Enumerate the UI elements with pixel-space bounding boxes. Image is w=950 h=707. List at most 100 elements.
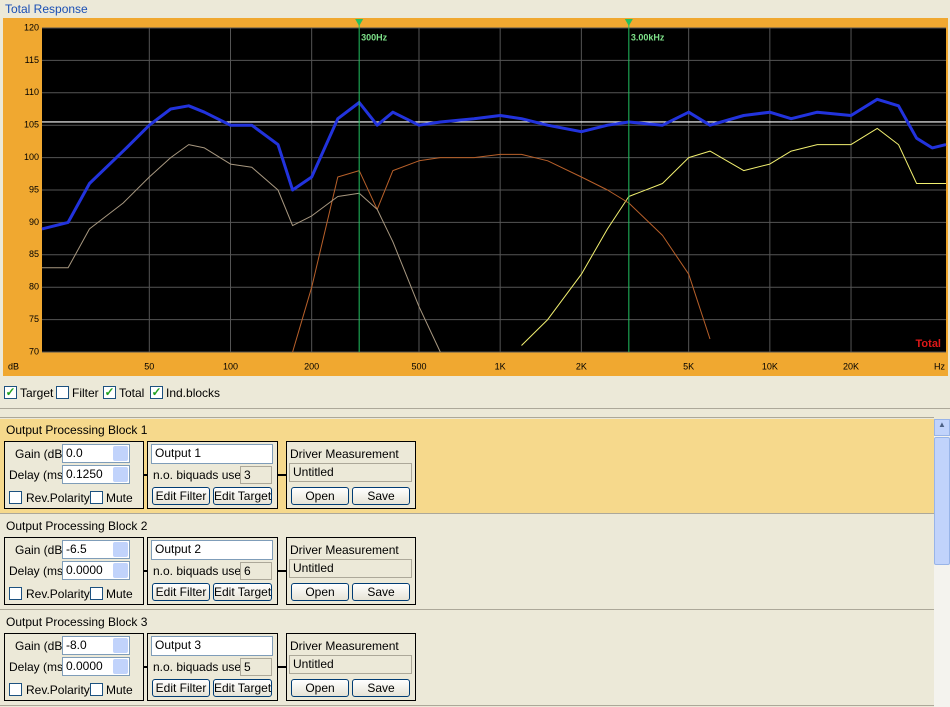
checkbox[interactable]: ✓ [4,385,17,399]
save-button[interactable]: Save [352,679,410,697]
x-tick-label: 1K [495,361,506,371]
checkbox-label: Filter [72,386,99,400]
checkbox[interactable] [9,683,22,696]
separator [0,417,934,418]
polarity-label: Rev.Polarity [26,683,90,697]
driver-label: Driver Measurement [290,543,399,557]
polarity-label: Rev.Polarity [26,587,90,601]
checkbox[interactable] [90,587,103,600]
mute-label: Mute [106,683,133,697]
y-tick-label: 85 [29,249,39,259]
checkbox[interactable] [90,683,103,696]
output-name[interactable]: Output 3 [151,636,273,656]
biquads-count: 6 [240,562,272,580]
delay-label: Delay (ms) [9,564,68,578]
scroll-thumb[interactable] [934,437,950,565]
y-tick-label: 110 [25,87,39,97]
gain-label: Gain (dB) [15,447,67,461]
checkbox[interactable]: ✓ [103,385,116,399]
scrollbar[interactable]: ▲ [934,419,950,707]
edit-filter-button[interactable]: Edit Filter [152,583,210,601]
mute-label: Mute [106,587,133,601]
open-button[interactable]: Open [291,583,349,601]
spinner[interactable] [113,467,128,482]
polarity-label: Rev.Polarity [26,491,90,505]
biquads-label: n.o. biquads used [153,660,248,674]
checkbox[interactable]: ✓ [150,385,163,399]
gain-label: Gain (dB) [15,639,67,653]
separator [0,408,950,409]
checkbox-label: Total [119,386,145,400]
output-name[interactable]: Output 2 [151,540,273,560]
block-title: Output Processing Block 3 [6,615,148,629]
edit-filter-button[interactable]: Edit Filter [152,487,210,505]
edit-target-button[interactable]: Edit Target [213,583,272,601]
chart-title: Total Response [5,2,88,16]
y-tick-label: 80 [29,282,39,292]
x-tick-label: 100 [223,361,238,371]
measurement-field: Untitled [289,655,412,674]
open-button[interactable]: Open [291,487,349,505]
connector [277,666,286,668]
save-button[interactable]: Save [352,487,410,505]
spinner[interactable] [113,542,128,557]
y-tick-label: 115 [25,55,39,65]
marker-label: 300Hz [361,32,388,42]
x-tick-label: 50 [144,361,154,371]
connector [277,474,286,476]
spinner[interactable] [113,446,128,461]
chart: 70 75 80 85 90 95 100 105 110 115 120 50 100 200 500 1K… [3,18,948,376]
delay-label: Delay (ms) [9,468,68,482]
spinner[interactable] [113,659,128,674]
y-tick-label: 120 [24,22,39,32]
open-button[interactable]: Open [291,679,349,697]
connector [143,570,147,572]
checkbox-label: Ind.blocks [166,386,221,400]
marker-handle [355,19,364,26]
save-button[interactable]: Save [352,583,410,601]
connector [143,474,147,476]
y-tick-label: 95 [29,184,39,194]
checkbox[interactable] [90,491,103,504]
checkbox[interactable] [9,587,22,600]
series-line [292,153,711,353]
connector [277,570,286,572]
y-tick-label: 105 [24,120,39,130]
marker-handle [624,19,633,26]
y-tick-label: 75 [29,314,39,324]
measurement-field: Untitled [289,559,412,578]
spinner[interactable] [113,638,128,653]
edit-filter-button[interactable]: Edit Filter [152,679,210,697]
y-tick-label: 70 [29,346,39,356]
x-tick-label: 5K [683,361,694,371]
biquads-label: n.o. biquads used [153,468,248,482]
series-line [41,97,947,231]
checkbox[interactable] [56,386,69,399]
gain-label: Gain (dB) [15,543,67,557]
block-title: Output Processing Block 2 [6,519,148,533]
mute-label: Mute [106,491,133,505]
x-axis-label: Hz [934,361,945,371]
biquads-count: 3 [240,466,272,484]
edit-target-button[interactable]: Edit Target [213,487,272,505]
spinner[interactable] [113,563,128,578]
block-title: Output Processing Block 1 [6,423,148,437]
scroll-up[interactable]: ▲ [934,419,950,436]
series-legend: Total [916,338,941,350]
biquads-label: n.o. biquads used [153,564,248,578]
driver-label: Driver Measurement [290,639,399,653]
delay-label: Delay (ms) [9,660,68,674]
output-name[interactable]: Output 1 [151,444,273,464]
y-tick-label: 100 [24,152,39,162]
checkbox[interactable] [9,491,22,504]
y-tick-label: 90 [29,217,39,227]
x-tick-label: 500 [411,361,426,371]
edit-target-button[interactable]: Edit Target [213,679,272,697]
x-tick-label: 10K [762,361,778,371]
connector [143,666,147,668]
biquads-count: 5 [240,658,272,676]
x-tick-label: 200 [304,361,319,371]
marker-label: 3.00kHz [631,32,665,42]
x-tick-label: 20K [843,361,859,371]
